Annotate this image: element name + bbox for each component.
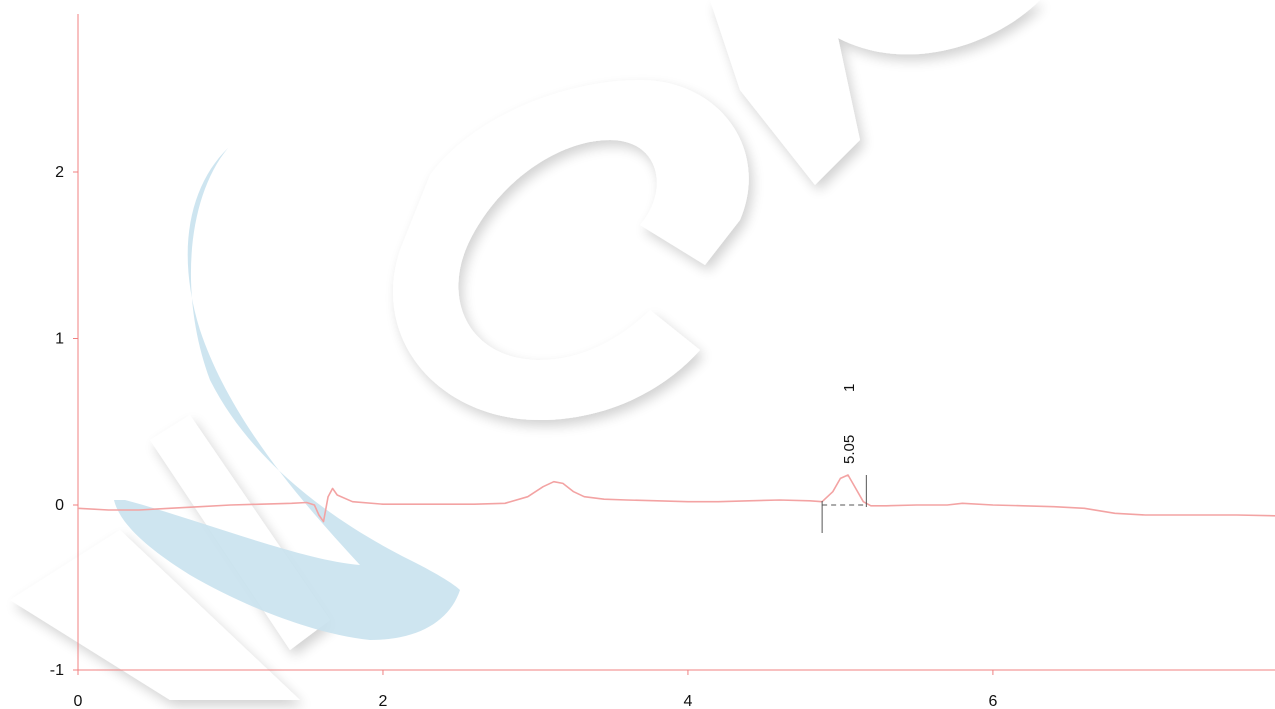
watermark-e-shape — [392, 80, 749, 420]
watermark-l-shape — [710, 0, 860, 185]
peak-markers — [821, 475, 867, 533]
watermark-logo — [10, 0, 1040, 700]
axis-ticks: -1 0 1 2 0 2 4 6 — [50, 164, 998, 709]
peak-retention-time-label: 5.05 — [841, 435, 858, 464]
x-tick-label: 6 — [988, 693, 997, 709]
watermark-blue-swoosh — [114, 148, 460, 640]
trace-layer — [77, 474, 1275, 523]
peak-number-label: 1 — [841, 384, 858, 392]
y-tick-label: 0 — [55, 497, 64, 514]
y-tick-label: 2 — [55, 164, 64, 181]
watermark-top-shape — [800, 0, 1040, 55]
y-tick-label: -1 — [50, 662, 64, 679]
y-tick-label: 1 — [55, 331, 64, 348]
peak-labels: 5.05 1 — [841, 384, 858, 464]
x-tick-label: 4 — [683, 693, 692, 709]
watermark-k-lower — [10, 530, 300, 700]
x-tick-label: 0 — [74, 693, 83, 709]
x-tick-label: 2 — [379, 693, 388, 709]
axes — [77, 14, 1275, 671]
series-line — [77, 474, 1275, 523]
